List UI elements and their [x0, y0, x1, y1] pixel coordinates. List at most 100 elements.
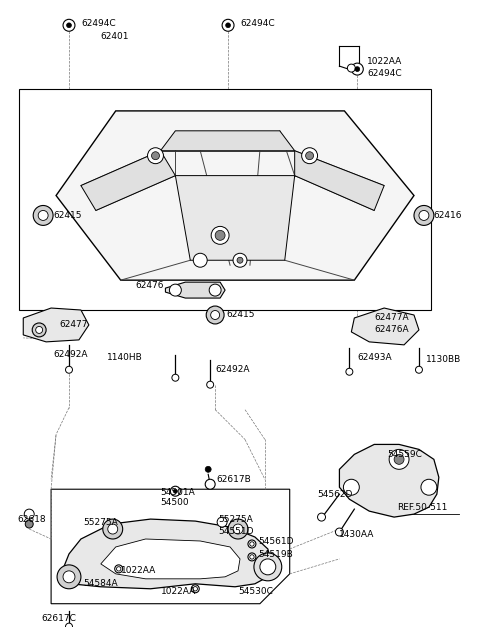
Circle shape	[416, 366, 422, 373]
Circle shape	[193, 253, 207, 267]
Circle shape	[389, 450, 409, 469]
Text: REF.50-511: REF.50-511	[397, 502, 447, 512]
Circle shape	[215, 230, 225, 241]
Circle shape	[233, 253, 247, 267]
Circle shape	[33, 205, 53, 225]
Circle shape	[250, 542, 254, 546]
Text: 1022AA: 1022AA	[367, 57, 403, 65]
Circle shape	[24, 509, 34, 519]
Circle shape	[248, 553, 256, 561]
Text: 62492A: 62492A	[53, 350, 87, 359]
Text: 55275A: 55275A	[218, 514, 253, 524]
Text: 62477A: 62477A	[374, 313, 409, 323]
Polygon shape	[19, 89, 431, 310]
Text: 54559C: 54559C	[387, 450, 422, 459]
Circle shape	[355, 67, 360, 72]
Text: 54551D: 54551D	[218, 526, 253, 536]
Circle shape	[336, 528, 343, 536]
Circle shape	[233, 524, 243, 534]
Text: 62476A: 62476A	[374, 325, 409, 335]
Circle shape	[65, 623, 72, 628]
Circle shape	[115, 565, 123, 573]
Circle shape	[394, 455, 404, 464]
Polygon shape	[56, 111, 414, 280]
Circle shape	[172, 374, 179, 381]
Polygon shape	[295, 151, 384, 210]
Circle shape	[211, 226, 229, 244]
Circle shape	[421, 479, 437, 495]
Circle shape	[206, 306, 224, 324]
Circle shape	[346, 368, 353, 375]
Text: 54584A: 54584A	[83, 579, 118, 588]
Text: 62617C: 62617C	[41, 614, 76, 623]
Text: 62415: 62415	[53, 211, 82, 220]
Circle shape	[38, 210, 48, 220]
Circle shape	[318, 513, 325, 521]
Circle shape	[343, 479, 360, 495]
Polygon shape	[23, 308, 89, 342]
Text: 1130BB: 1130BB	[426, 355, 461, 364]
Circle shape	[63, 571, 75, 583]
Circle shape	[237, 257, 243, 263]
Circle shape	[419, 210, 429, 220]
Text: 62477: 62477	[59, 320, 87, 330]
Polygon shape	[351, 308, 419, 345]
Text: 55275A: 55275A	[83, 517, 118, 526]
Text: 54562D: 54562D	[318, 490, 353, 499]
Text: 62618: 62618	[17, 514, 46, 524]
Circle shape	[217, 517, 227, 527]
Text: 54561D: 54561D	[258, 538, 293, 546]
Polygon shape	[160, 131, 295, 151]
Polygon shape	[101, 539, 240, 579]
Text: 1022AA: 1022AA	[120, 566, 156, 575]
Polygon shape	[175, 176, 295, 260]
Circle shape	[254, 553, 282, 581]
Circle shape	[152, 152, 159, 160]
Text: 62494C: 62494C	[367, 68, 402, 78]
Circle shape	[414, 205, 434, 225]
Circle shape	[63, 19, 75, 31]
Circle shape	[205, 479, 215, 489]
Circle shape	[67, 23, 72, 28]
Circle shape	[301, 148, 318, 164]
Circle shape	[348, 64, 355, 72]
Circle shape	[207, 381, 214, 388]
Text: 62476: 62476	[136, 281, 164, 290]
Circle shape	[222, 19, 234, 31]
Circle shape	[193, 587, 197, 591]
Circle shape	[228, 519, 248, 539]
Text: 62492A: 62492A	[215, 365, 250, 374]
Circle shape	[147, 148, 164, 164]
Circle shape	[192, 585, 199, 593]
Polygon shape	[339, 445, 439, 517]
Circle shape	[32, 323, 46, 337]
Circle shape	[205, 467, 211, 472]
Circle shape	[250, 555, 254, 559]
Text: 1022AA: 1022AA	[160, 587, 196, 596]
Polygon shape	[51, 489, 290, 604]
Circle shape	[226, 23, 230, 28]
Circle shape	[57, 565, 81, 589]
Text: 54530C: 54530C	[238, 587, 273, 596]
Circle shape	[36, 327, 43, 333]
Circle shape	[170, 486, 180, 496]
Polygon shape	[166, 282, 225, 298]
Text: 62494C: 62494C	[81, 19, 116, 28]
Circle shape	[169, 284, 181, 296]
Text: 54519B: 54519B	[258, 550, 293, 560]
Text: 62493A: 62493A	[357, 354, 392, 362]
Text: 62401: 62401	[101, 32, 129, 41]
Text: 62415: 62415	[226, 310, 254, 320]
Circle shape	[209, 284, 221, 296]
Circle shape	[211, 310, 220, 320]
Text: 62416: 62416	[434, 211, 462, 220]
Text: 1140HB: 1140HB	[107, 354, 143, 362]
Text: 62617B: 62617B	[216, 475, 251, 484]
Text: 54501A: 54501A	[160, 488, 195, 497]
Circle shape	[260, 559, 276, 575]
Text: 1430AA: 1430AA	[339, 529, 375, 539]
Circle shape	[65, 366, 72, 373]
Circle shape	[306, 152, 313, 160]
Text: 54500: 54500	[160, 497, 189, 507]
Circle shape	[25, 520, 33, 528]
